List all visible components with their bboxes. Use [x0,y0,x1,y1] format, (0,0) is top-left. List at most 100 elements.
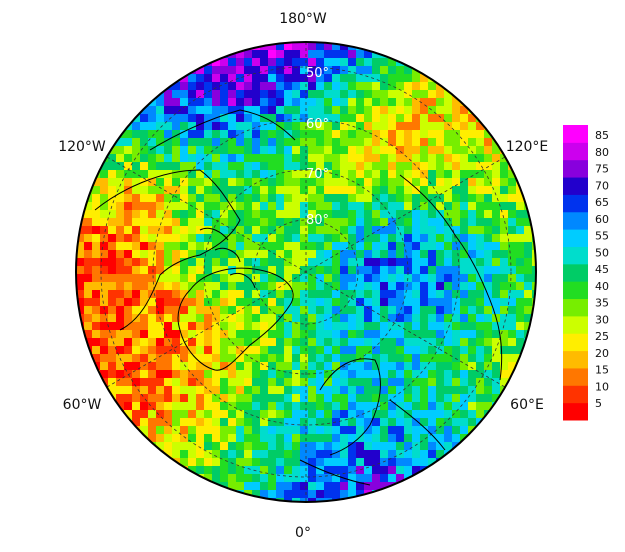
field-cell [428,386,437,395]
field-cell [308,210,317,219]
field-cell [220,466,229,475]
field-cell [196,274,205,283]
field-cell [172,450,181,459]
field-cell [220,338,229,347]
field-cell [476,154,485,163]
field-cell [324,282,333,291]
field-cell [348,290,357,299]
field-cell [292,250,301,259]
field-cell [100,290,109,299]
field-cell [436,186,445,195]
field-cell [420,82,429,91]
field-cell [516,258,525,267]
field-cell [324,106,333,115]
field-cell [380,298,389,307]
field-cell [220,218,229,227]
field-cell [260,66,269,75]
field-cell [484,234,493,243]
field-cell [268,426,277,435]
field-cell [460,258,469,267]
field-cell [380,322,389,331]
field-cell [364,298,373,307]
field-cell [188,258,197,267]
field-cell [420,298,429,307]
field-cell [412,418,421,427]
field-cell [172,378,181,387]
field-cell [300,298,309,307]
field-cell [156,266,165,275]
field-cell [180,330,189,339]
field-cell [212,458,221,467]
field-cell [332,458,341,467]
field-cell [452,434,461,443]
field-cell [212,130,221,139]
field-cell [444,106,453,115]
field-cell [348,378,357,387]
field-cell [212,274,221,283]
field-cell [364,474,373,483]
field-cell [340,218,349,227]
field-cell [84,226,93,235]
field-cell [436,130,445,139]
field-cell [204,434,213,443]
field-cell [404,130,413,139]
field-cell [332,178,341,187]
field-cell [276,386,285,395]
field-cell [364,226,373,235]
field-cell [348,266,357,275]
field-cell [108,338,117,347]
field-cell [420,138,429,147]
field-cell [108,386,117,395]
field-cell [364,258,373,267]
field-cell [132,378,141,387]
field-cell [292,154,301,163]
field-cell [212,146,221,155]
field-cell [204,218,213,227]
field-cell [452,362,461,371]
field-cell [188,186,197,195]
field-cell [284,362,293,371]
field-cell [132,362,141,371]
field-cell [236,82,245,91]
field-cell [292,290,301,299]
field-cell [404,122,413,131]
field-cell [396,234,405,243]
field-cell [356,90,365,99]
field-cell [484,402,493,411]
field-cell [148,234,157,243]
field-cell [420,178,429,187]
field-cell [324,442,333,451]
field-cell [180,226,189,235]
field-cell [452,290,461,299]
field-cell [396,202,405,211]
field-cell [508,218,517,227]
field-cell [188,114,197,123]
field-cell [324,42,333,51]
field-cell [484,322,493,331]
field-cell [324,138,333,147]
field-cell [172,466,181,475]
field-cell [164,338,173,347]
field-cell [164,98,173,107]
field-cell [356,226,365,235]
colorbar-tick-label: 85 [595,129,609,142]
field-cell [140,178,149,187]
field-cell [156,106,165,115]
field-cell [340,234,349,243]
field-cell [516,298,525,307]
field-cell [228,306,237,315]
field-cell [420,362,429,371]
field-cell [124,266,133,275]
field-cell [212,290,221,299]
field-cell [212,474,221,483]
field-cell [436,274,445,283]
field-cell [412,186,421,195]
field-cell [388,82,397,91]
field-cell [300,370,309,379]
field-cell [292,258,301,267]
field-cell [132,130,141,139]
field-cell [308,450,317,459]
field-cell [252,146,261,155]
field-cell [260,402,269,411]
field-cell [524,322,533,331]
